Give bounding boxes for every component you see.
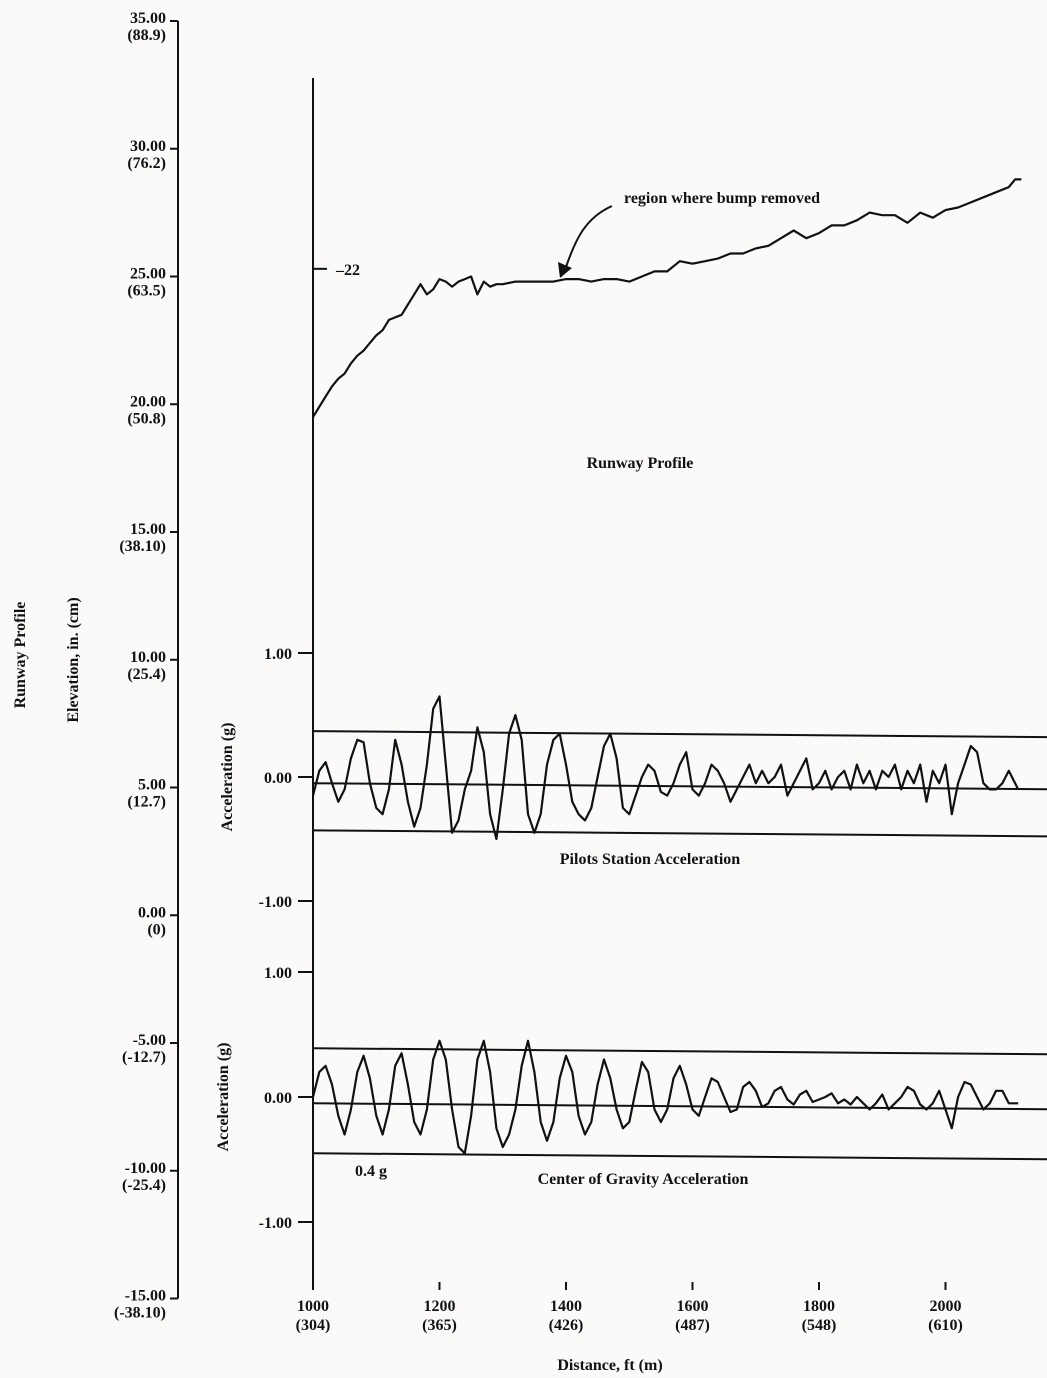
elevation-tick-label-metric: (25.4) [127, 666, 166, 683]
runway-profile-chart: 35.00(88.9)30.00(76.2)25.00(63.5)20.00(5… [12, 10, 1022, 1374]
elevation-tick-label: 0.00 [138, 904, 166, 921]
acceleration-reference-line [312, 1047, 1047, 1056]
distance-tick-label-metric: (304) [296, 1317, 331, 1334]
runway-profile-axis-title: Runway Profile [12, 602, 29, 709]
acceleration-chart-title: Pilots Station Acceleration [560, 851, 741, 868]
acceleration-tick-label: -1.00 [259, 1215, 292, 1232]
acceleration-tick-label: 0.00 [264, 770, 292, 787]
acceleration-axis-label: Acceleration (g) [219, 723, 236, 832]
distance-tick-label: 2000 [930, 1298, 962, 1315]
elevation-tick-label-metric: (38.10) [119, 538, 166, 555]
elevation-axis-label: Elevation, in. (cm) [65, 597, 82, 722]
distance-axis-label: Distance, ft (m) [557, 1357, 662, 1374]
acceleration-reference-line [312, 1102, 1047, 1111]
acceleration-axis-label: Acceleration (g) [215, 1043, 232, 1152]
elevation-tick-label-metric: (50.8) [127, 410, 166, 427]
elevation-tick-label-metric: (63.5) [127, 283, 166, 300]
runway-profile-title: Runway Profile [587, 455, 694, 472]
distance-tick-label: 1200 [424, 1298, 456, 1315]
elevation-tick-label: 35.00 [130, 10, 166, 27]
acceleration-tick-label: -1.00 [259, 894, 292, 911]
elevation-tick-label-metric: (-38.10) [114, 1305, 166, 1322]
amplitude-annotation-label: 0.4 g [355, 1163, 387, 1180]
elevation-tick-label-metric: (0) [147, 921, 166, 938]
bump-annotation-arrow [564, 205, 613, 271]
acceleration-trace-line [311, 695, 1020, 841]
distance-tick-label-metric: (548) [802, 1317, 837, 1334]
elevation-tick-label: -5.00 [133, 1032, 166, 1049]
elevation-tick-label-metric: (76.2) [127, 155, 166, 172]
distance-tick-label-metric: (610) [928, 1317, 963, 1334]
runway-profile-line [312, 178, 1022, 418]
elevation-tick-label-metric: (-25.4) [122, 1177, 166, 1194]
distance-tick-label: 1800 [803, 1298, 835, 1315]
elevation-tick-label: 15.00 [130, 521, 166, 538]
acceleration-reference-line [312, 730, 1047, 739]
distance-tick-label: 1000 [297, 1298, 329, 1315]
elevation-tick-label: 20.00 [130, 393, 166, 410]
elevation-tick-label: -10.00 [125, 1160, 166, 1177]
bump-annotation-arrowhead [558, 262, 572, 278]
marker-label: –22 [335, 262, 360, 279]
pilots-station-acceleration-chart: 1.00 0.00 -1.00 Acceleration (g) Pilots Stat… [219, 646, 1047, 911]
elevation-tick-label: 10.00 [130, 649, 166, 666]
elevation-tick-label: 30.00 [130, 138, 166, 155]
acceleration-tick-label: 1.00 [264, 646, 292, 663]
elevation-tick-label-metric: (12.7) [127, 794, 166, 811]
distance-tick-label: 1400 [550, 1298, 582, 1315]
distance-tick-label: 1600 [677, 1298, 709, 1315]
elevation-tick-label: -15.00 [125, 1288, 166, 1305]
bump-annotation-label: region where bump removed [624, 190, 820, 207]
distance-tick-label-metric: (365) [422, 1317, 457, 1334]
acceleration-chart-title: Center of Gravity Acceleration [538, 1171, 749, 1188]
distance-tick-label-metric: (426) [549, 1317, 584, 1334]
acceleration-reference-line [312, 1152, 1047, 1161]
elevation-tick-label-metric: (88.9) [127, 27, 166, 44]
acceleration-tick-label: 1.00 [264, 965, 292, 982]
elevation-tick-label-metric: (-12.7) [122, 1049, 166, 1066]
elevation-tick-label: 25.00 [130, 266, 166, 283]
acceleration-trace-line [311, 1039, 1019, 1155]
acceleration-tick-label: 0.00 [264, 1090, 292, 1107]
acceleration-reference-line [312, 829, 1047, 838]
center-of-gravity-acceleration-chart: 1.00 0.00 -1.00 Acceleration (g) Center of G… [215, 965, 1047, 1232]
elevation-tick-label: 5.00 [138, 777, 166, 794]
distance-tick-label-metric: (487) [675, 1317, 710, 1334]
